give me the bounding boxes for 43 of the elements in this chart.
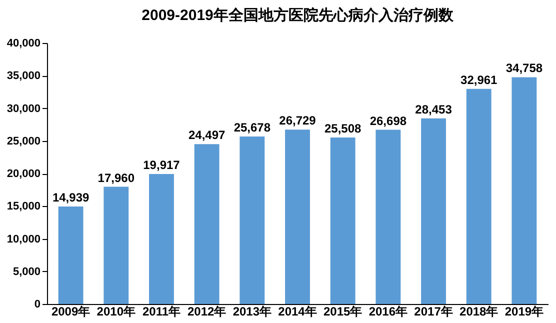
bar: [512, 77, 537, 304]
x-tick-label: 2011年: [142, 304, 181, 318]
data-label: 24,497: [188, 128, 226, 142]
bar: [285, 130, 310, 304]
data-label: 17,960: [98, 170, 135, 185]
bar: [376, 130, 401, 304]
y-tick-label: 0: [34, 298, 40, 310]
data-label: 28,453: [415, 102, 452, 116]
x-tick-label: 2019年: [504, 304, 544, 318]
x-tick-label: 2009年: [51, 304, 90, 318]
x-tick-label: 2010年: [96, 304, 136, 318]
bar: [421, 118, 446, 304]
y-tick-label: 40,000: [6, 38, 40, 50]
chart-title: 2009-2019年全国地方医院先心病介入治疗例数: [142, 6, 454, 24]
data-label: 26,729: [279, 114, 316, 128]
bar: [240, 136, 265, 304]
x-tick-label: 2012年: [187, 304, 226, 318]
bar: [104, 186, 129, 304]
x-tick-label: 2016年: [368, 304, 408, 318]
bar: [149, 174, 174, 304]
x-tick-label: 2014年: [278, 304, 317, 318]
data-label: 25,508: [324, 122, 362, 136]
y-tick-label: 20,000: [6, 168, 40, 180]
y-tick-label: 35,000: [6, 70, 40, 82]
data-label: 14,939: [52, 190, 90, 205]
data-label: 32,961: [460, 72, 498, 87]
bar: [330, 138, 356, 304]
bar: [194, 144, 220, 304]
x-tick-label: 2018年: [460, 304, 498, 318]
y-tick-label: 15,000: [6, 200, 40, 213]
bar: [58, 206, 84, 304]
y-tick-label: 30,000: [6, 102, 40, 115]
data-label: 19,917: [143, 158, 180, 172]
x-tick-label: 2015年: [323, 304, 362, 318]
data-label: 34,758: [506, 61, 543, 76]
bar: [466, 88, 492, 304]
y-tick-label: 5,000: [12, 266, 40, 278]
data-label: 26,698: [370, 114, 407, 128]
x-tick-label: 2017年: [414, 304, 453, 318]
x-tick-label: 2013年: [232, 304, 272, 318]
data-label: 25,678: [234, 120, 271, 134]
y-tick-label: 10,000: [6, 233, 40, 246]
y-tick-label: 25,000: [6, 135, 40, 148]
